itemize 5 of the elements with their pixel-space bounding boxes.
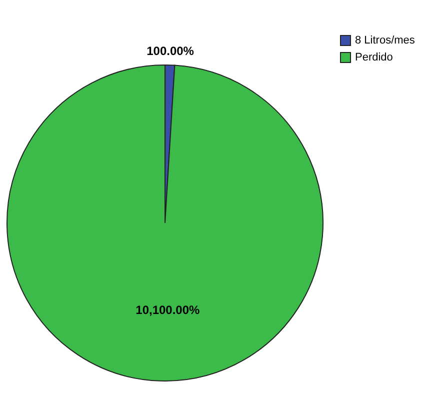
pie-slice — [6, 64, 324, 382]
legend-label: Perdido — [355, 52, 393, 64]
legend-label: 8 Litros/mes — [355, 34, 416, 46]
data-label: 10,100.00% — [136, 302, 200, 317]
data-label: 100.00% — [146, 44, 194, 58]
